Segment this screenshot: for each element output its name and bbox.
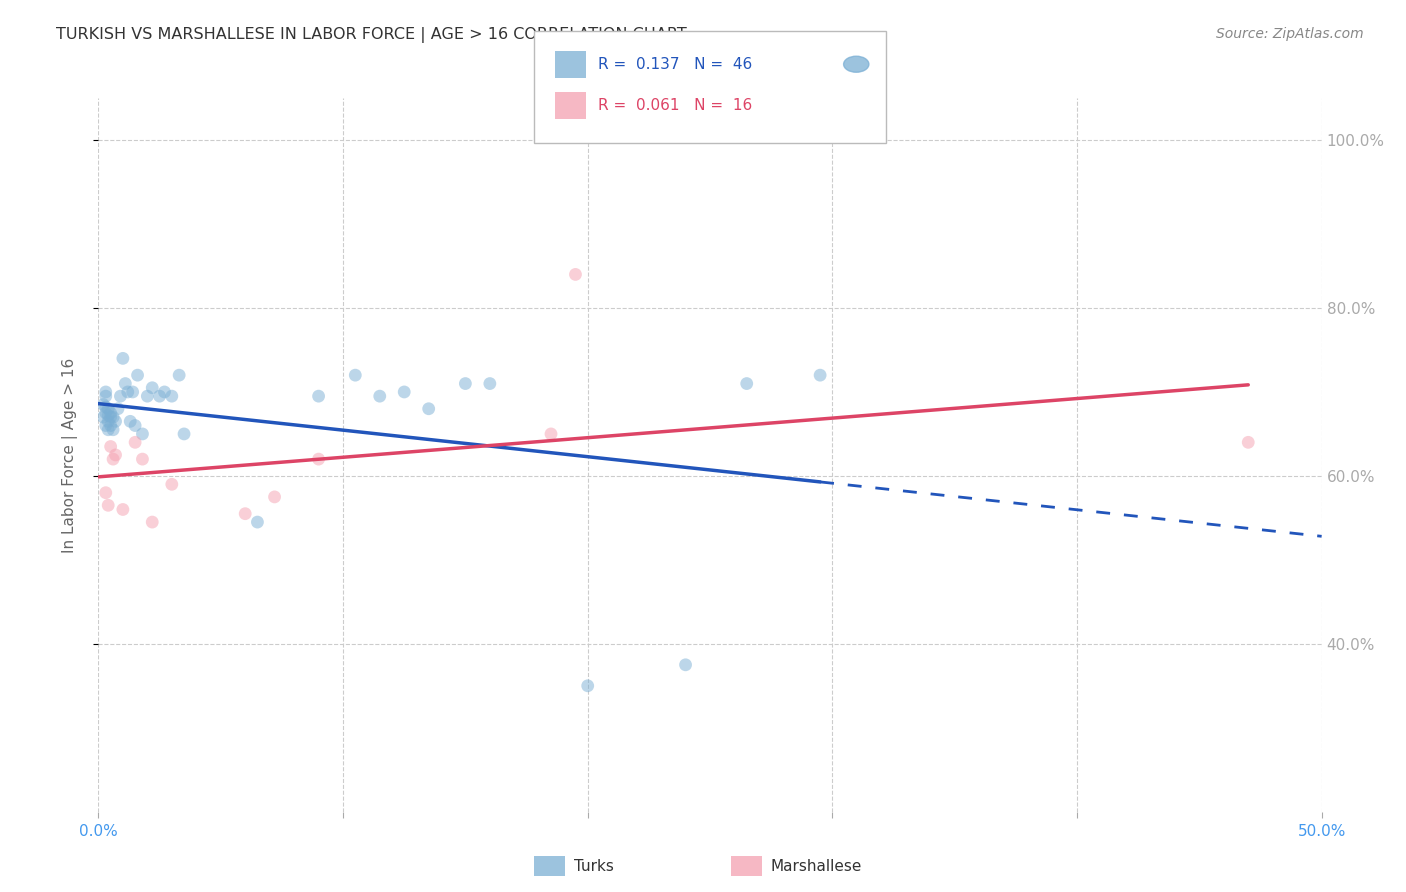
Point [124, 435, 146, 450]
Point [101, 423, 124, 437]
Point [97, 423, 120, 437]
Point [263, 490, 285, 504]
Point [104, 448, 127, 462]
Text: Marshallese: Marshallese [770, 859, 862, 873]
Point [110, 389, 132, 403]
Point [124, 418, 146, 433]
Point [136, 389, 159, 403]
Point [160, 389, 183, 403]
Point [100, 440, 122, 454]
Point [97, 414, 120, 428]
Point [344, 368, 367, 383]
Point [141, 515, 163, 529]
Point [160, 477, 183, 491]
Point [101, 452, 124, 467]
Point [97, 401, 120, 416]
Point [564, 268, 586, 282]
Text: Source: ZipAtlas.com: Source: ZipAtlas.com [1216, 27, 1364, 41]
Point [97, 409, 120, 423]
Point [173, 426, 195, 441]
Text: R =  0.137   N =  46: R = 0.137 N = 46 [598, 57, 752, 71]
Point [107, 401, 129, 416]
Point [117, 384, 139, 399]
Point [100, 418, 122, 433]
Point [167, 368, 190, 383]
Point [454, 376, 477, 391]
Point [308, 389, 330, 403]
Point [576, 679, 599, 693]
Point [675, 657, 697, 672]
Y-axis label: In Labor Force | Age > 16: In Labor Force | Age > 16 [62, 358, 77, 552]
Point [114, 376, 136, 391]
Point [153, 384, 176, 399]
Point [233, 507, 256, 521]
Text: Turks: Turks [574, 859, 613, 873]
Point [94, 485, 117, 500]
Point [1237, 435, 1260, 450]
Text: R =  0.061   N =  16: R = 0.061 N = 16 [598, 98, 752, 112]
Point [104, 414, 127, 428]
Point [149, 389, 172, 403]
Point [120, 414, 142, 428]
Text: TURKISH VS MARSHALLESE IN LABOR FORCE | AGE > 16 CORRELATION CHART: TURKISH VS MARSHALLESE IN LABOR FORCE | … [56, 27, 688, 43]
Point [94, 406, 117, 420]
Point [808, 368, 831, 383]
Point [540, 426, 562, 441]
Point [91, 398, 114, 412]
Point [131, 452, 153, 467]
Point [111, 502, 134, 516]
Point [100, 410, 122, 425]
Point [141, 381, 163, 395]
Point [91, 410, 114, 425]
Point [121, 384, 143, 399]
Point [246, 515, 269, 529]
Point [308, 452, 330, 467]
Point [111, 351, 134, 366]
Point [94, 384, 117, 399]
Point [100, 406, 122, 420]
Point [94, 400, 117, 414]
Point [94, 389, 117, 403]
Point [101, 410, 124, 425]
Point [418, 401, 440, 416]
Point [368, 389, 391, 403]
Point [127, 368, 149, 383]
Point [97, 498, 120, 512]
Point [478, 376, 501, 391]
Point [392, 384, 416, 399]
Point [735, 376, 758, 391]
Point [131, 426, 153, 441]
Point [94, 418, 117, 433]
